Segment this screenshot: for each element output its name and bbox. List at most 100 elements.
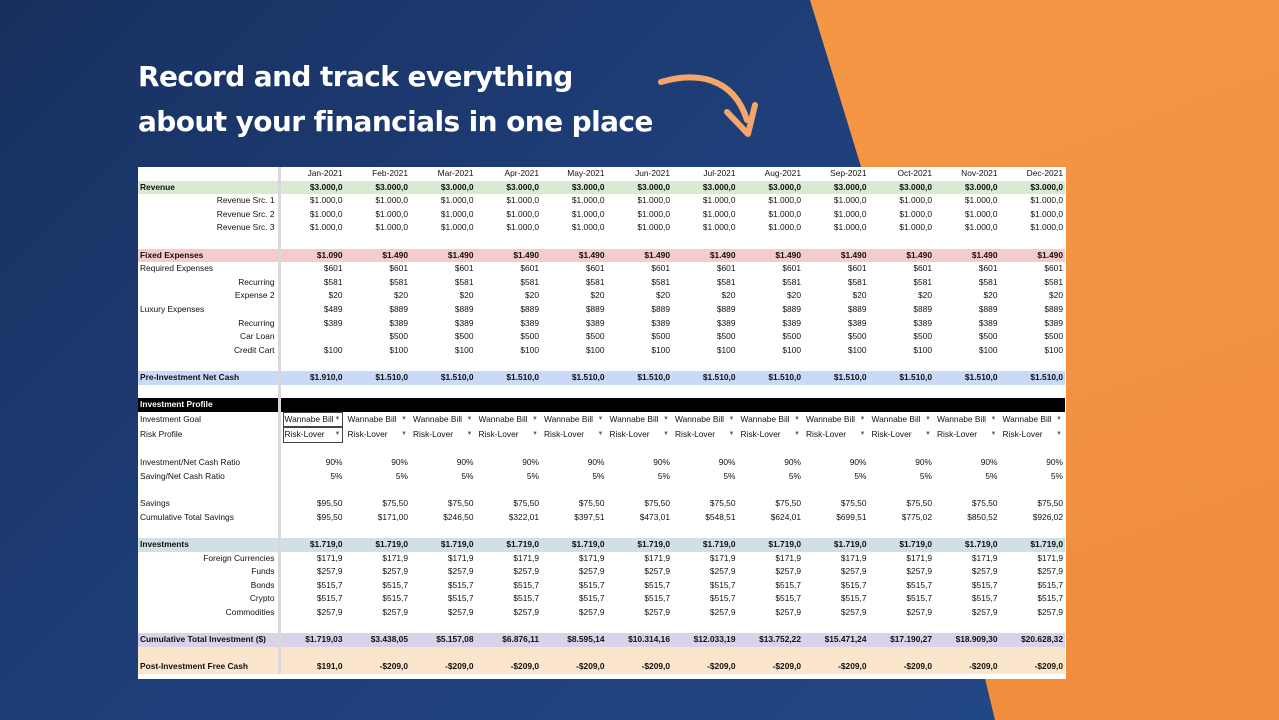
- value-cell[interactable]: $850,52: [967, 511, 998, 522]
- value-cell[interactable]: $75,50: [1037, 498, 1063, 509]
- dropdown-cell[interactable]: Wannabe Bill ▼: [803, 412, 869, 428]
- empty-cell[interactable]: [279, 484, 345, 498]
- value-cell[interactable]: $1.000,0: [768, 195, 801, 206]
- value-cell[interactable]: 90%: [1046, 457, 1063, 468]
- value-cell[interactable]: $20: [721, 290, 736, 301]
- chevron-down-icon[interactable]: ▼: [597, 415, 604, 422]
- row-label[interactable]: Luxury Expenses: [138, 302, 281, 317]
- value-cell[interactable]: $3.000,0: [541, 180, 607, 195]
- profile-header-cell[interactable]: [672, 398, 738, 412]
- value-cell[interactable]: $100: [716, 344, 736, 355]
- value-cell[interactable]: $257,9: [840, 607, 867, 617]
- value-cell[interactable]: $889: [651, 303, 670, 314]
- value-cell[interactable]: 5%: [854, 471, 867, 482]
- value-cell[interactable]: $18.909,30: [934, 633, 1000, 647]
- value-cell[interactable]: $3.000,0: [737, 180, 803, 195]
- chevron-down-icon[interactable]: ▼: [1056, 431, 1062, 438]
- value-cell[interactable]: $389: [454, 317, 474, 328]
- dropdown-select[interactable]: Risk-Lover ▼: [412, 428, 474, 442]
- empty-cell[interactable]: [607, 357, 673, 371]
- profile-header-cell[interactable]: [868, 398, 934, 412]
- value-cell[interactable]: $500: [651, 331, 670, 342]
- month-header[interactable]: Oct-2021: [897, 168, 932, 178]
- value-cell[interactable]: $3.000,0: [606, 180, 672, 195]
- value-cell[interactable]: -$209,0: [606, 660, 672, 674]
- value-cell[interactable]: $500: [716, 331, 736, 342]
- row-label[interactable]: Cumulative Total Investment ($): [138, 633, 281, 647]
- value-cell[interactable]: 5%: [723, 471, 736, 482]
- value-cell[interactable]: $100: [520, 344, 539, 355]
- value-cell[interactable]: $581: [651, 276, 670, 287]
- dropdown-select[interactable]: Risk-Lover ▼: [936, 428, 998, 442]
- empty-cell[interactable]: [345, 385, 411, 399]
- value-cell[interactable]: $1.000,0: [637, 222, 670, 233]
- dropdown-cell[interactable]: Wannabe Bill ▼: [279, 411, 345, 428]
- value-cell[interactable]: $1.000,0: [833, 195, 867, 206]
- empty-cell[interactable]: [606, 646, 672, 661]
- empty-cell[interactable]: [279, 357, 345, 371]
- row-label[interactable]: Car Loan: [138, 330, 281, 344]
- dropdown-select[interactable]: Risk-Lover ▼: [347, 428, 409, 442]
- value-cell[interactable]: $389: [520, 317, 539, 328]
- value-cell[interactable]: $3.438,05: [344, 633, 410, 647]
- month-header[interactable]: Jul-2021: [703, 168, 736, 178]
- value-cell[interactable]: $3.000,0: [934, 180, 1000, 195]
- value-cell[interactable]: $1.510,0: [934, 370, 1000, 385]
- dropdown-select[interactable]: Wannabe Bill ▼: [412, 413, 474, 427]
- empty-cell[interactable]: [541, 646, 607, 661]
- chevron-down-icon[interactable]: ▼: [728, 431, 735, 438]
- dropdown-cell[interactable]: Risk-Lover ▼: [279, 427, 345, 443]
- value-cell[interactable]: $75,50: [840, 498, 867, 509]
- dropdown-cell[interactable]: Risk-Lover ▼: [345, 427, 411, 443]
- value-cell[interactable]: $171,9: [382, 552, 408, 563]
- empty-cell[interactable]: [345, 484, 411, 498]
- value-cell[interactable]: $12.033,19: [672, 633, 738, 647]
- value-cell[interactable]: $1.719,0: [606, 538, 672, 552]
- row-label[interactable]: Savings: [138, 497, 281, 511]
- value-cell[interactable]: $515,7: [382, 579, 408, 590]
- value-cell[interactable]: $515,7: [709, 579, 736, 590]
- value-cell[interactable]: $515,7: [906, 579, 932, 590]
- dropdown-select[interactable]: Wannabe Bill ▼: [609, 413, 671, 427]
- dropdown-select[interactable]: Risk-Lover ▼: [740, 428, 802, 442]
- value-cell[interactable]: 90%: [456, 457, 474, 468]
- value-cell[interactable]: $13.752,22: [737, 633, 803, 647]
- value-cell[interactable]: $1.000,0: [637, 208, 670, 219]
- dropdown-select[interactable]: Wannabe Bill ▼: [805, 413, 867, 427]
- profile-header-cell[interactable]: [803, 398, 869, 412]
- value-cell[interactable]: -$209,0: [737, 660, 803, 674]
- dropdown-cell[interactable]: Wannabe Bill ▼: [607, 412, 673, 428]
- empty-cell[interactable]: [1000, 385, 1066, 399]
- value-cell[interactable]: 5%: [657, 471, 670, 482]
- chevron-down-icon[interactable]: ▼: [334, 431, 341, 438]
- value-cell[interactable]: $1.719,0: [410, 538, 476, 552]
- dropdown-select[interactable]: Wannabe Bill ▼: [740, 413, 802, 427]
- empty-cell[interactable]: [541, 620, 607, 634]
- empty-cell[interactable]: [541, 484, 607, 498]
- empty-cell[interactable]: [607, 385, 673, 399]
- empty-cell[interactable]: [345, 443, 411, 457]
- value-cell[interactable]: $171,9: [578, 552, 605, 563]
- value-cell[interactable]: $1.000,0: [899, 222, 932, 233]
- value-cell[interactable]: $75,50: [578, 498, 605, 509]
- value-cell[interactable]: $515,7: [906, 593, 932, 604]
- row-label[interactable]: Crypto: [138, 592, 281, 606]
- dropdown-select[interactable]: Wannabe Bill ▼: [543, 413, 605, 427]
- empty-cell[interactable]: [738, 385, 804, 399]
- value-cell[interactable]: $257,9: [382, 607, 408, 617]
- dropdown-select[interactable]: Risk-Lover ▼: [1002, 428, 1064, 442]
- empty-cell[interactable]: [803, 524, 869, 538]
- value-cell[interactable]: $75,50: [382, 498, 408, 509]
- value-cell[interactable]: $20: [1049, 290, 1063, 301]
- value-cell[interactable]: $389: [389, 317, 408, 328]
- value-cell[interactable]: $75,50: [644, 498, 670, 509]
- value-cell[interactable]: 5%: [330, 471, 343, 482]
- empty-cell[interactable]: [1000, 484, 1066, 498]
- value-cell[interactable]: $100: [978, 344, 998, 355]
- value-cell[interactable]: $257,9: [1037, 607, 1063, 617]
- value-cell[interactable]: $1.490: [934, 248, 1000, 263]
- value-cell[interactable]: $1.719,0: [934, 538, 1000, 552]
- empty-cell[interactable]: [138, 234, 281, 249]
- empty-cell[interactable]: [138, 384, 281, 399]
- empty-cell[interactable]: [607, 524, 673, 538]
